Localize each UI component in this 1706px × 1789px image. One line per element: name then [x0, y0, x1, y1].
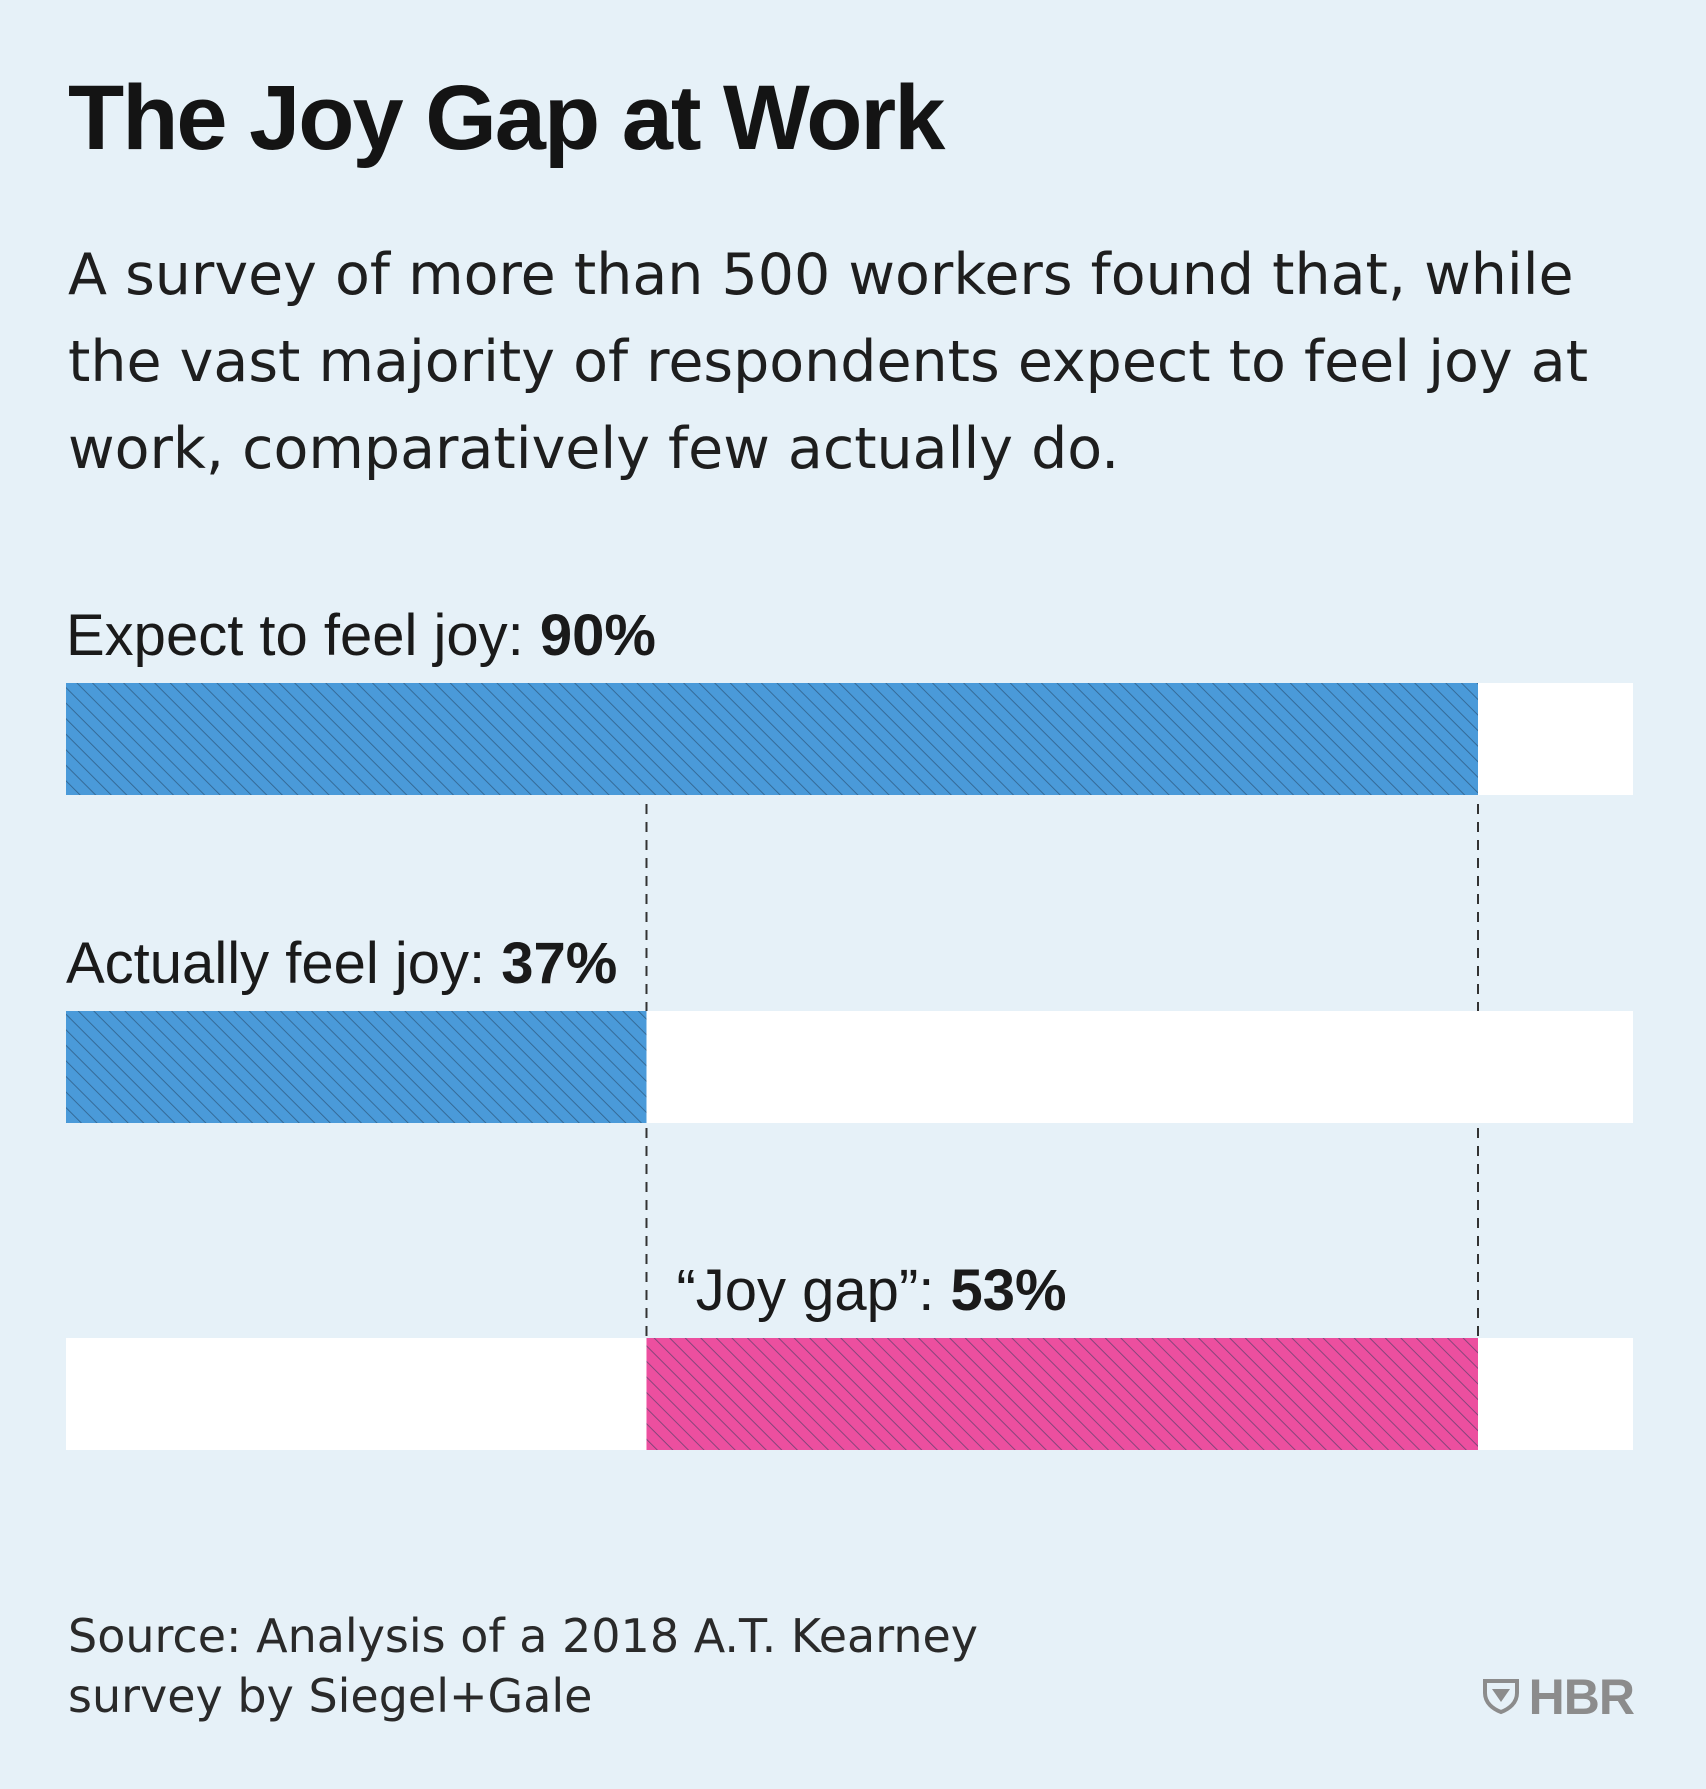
bar-label-text-3: “Joy gap”:: [676, 1258, 950, 1323]
bar-value-2: 37%: [501, 931, 617, 996]
brand-text: HBR: [1528, 1669, 1635, 1725]
bar-value-3: 53%: [950, 1258, 1066, 1323]
bar-label-1: Expect to feel joy: 90%: [66, 603, 656, 668]
bar-label-text-1: Expect to feel joy:: [66, 603, 540, 668]
bar-hatch-2: [66, 1011, 647, 1123]
source-line-1: Source: Analysis of a 2018 A.T. Kearney: [68, 1609, 979, 1663]
source-line-2: survey by Siegel+Gale: [68, 1669, 593, 1723]
bar-value-1: 90%: [540, 603, 656, 668]
bar-hatch-3: [646, 1338, 1478, 1450]
chart-title: The Joy Gap at Work: [68, 67, 945, 169]
bar-label-text-2: Actually feel joy:: [66, 931, 501, 996]
brand-logo: HBR: [1481, 1669, 1635, 1725]
shield-icon: [1481, 1675, 1521, 1720]
bar-label-2: Actually feel joy: 37%: [66, 931, 617, 996]
chart-subtitle: A survey of more than 500 workers found …: [68, 242, 1589, 482]
bar-label-3: “Joy gap”: 53%: [676, 1258, 1066, 1323]
bar-hatch-1: [66, 683, 1478, 795]
source-note: Source: Analysis of a 2018 A.T. Kearney …: [68, 1606, 978, 1726]
